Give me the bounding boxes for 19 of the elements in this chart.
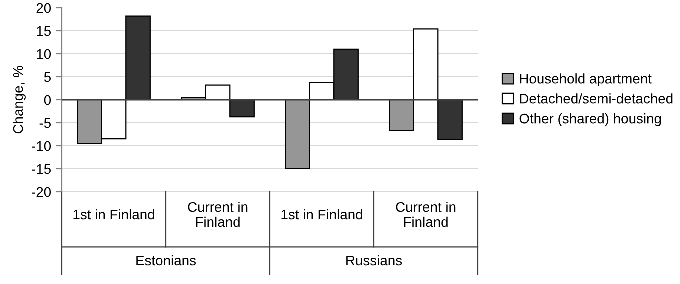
y-tick-label: -15 bbox=[32, 164, 52, 174]
text: Estonians bbox=[136, 255, 196, 266]
y-tick-label: 10 bbox=[37, 49, 52, 60]
y-tick-label: -5 bbox=[40, 118, 51, 128]
x-tick-label: Current in Finland bbox=[396, 202, 456, 228]
y-tick-label: 15 bbox=[37, 26, 52, 36]
y-tick-label: -10 bbox=[32, 141, 52, 152]
y-tick-label: 0 bbox=[44, 95, 52, 106]
x-tick-label: Current in Finland bbox=[188, 202, 248, 228]
x-tick-label: 1st in Finland bbox=[74, 209, 154, 220]
text: Russians bbox=[346, 255, 402, 266]
legend-label: Household apartment bbox=[520, 74, 652, 87]
x-tick-label: 1st in Finland bbox=[282, 209, 362, 220]
y-axis-title: Change, % bbox=[13, 66, 26, 134]
y-tick-label: 5 bbox=[44, 72, 51, 82]
y-tick-label: 20 bbox=[36, 3, 52, 14]
legend-label: Other (shared) housing bbox=[520, 114, 662, 126]
y-tick-label: -20 bbox=[32, 187, 52, 198]
legend-label: Detached/semi-detached bbox=[520, 94, 673, 104]
